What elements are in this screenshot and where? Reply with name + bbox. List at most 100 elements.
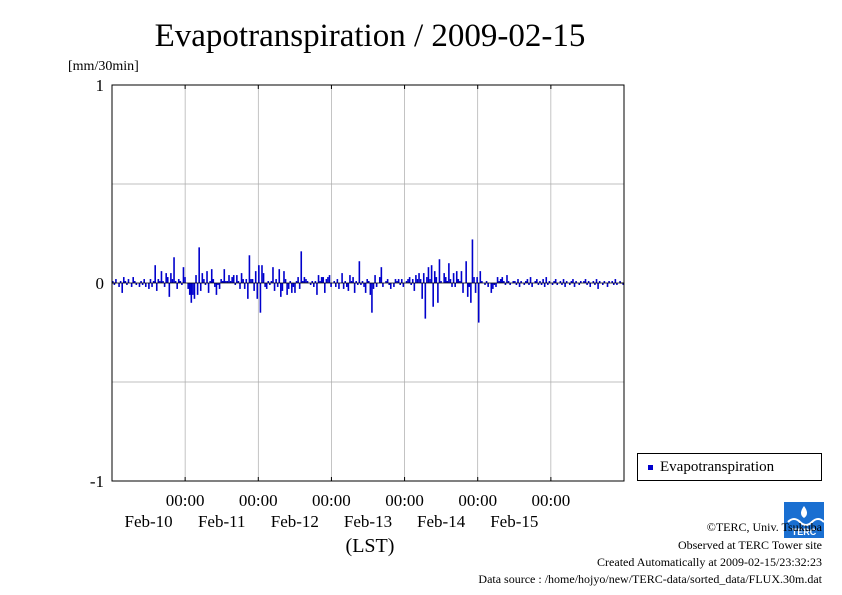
bar (451, 283, 453, 287)
bar (564, 283, 566, 287)
bar (231, 277, 233, 283)
bar (570, 281, 573, 283)
bar (400, 279, 403, 283)
credit-observed: Observed at TERC Tower site (677, 538, 822, 552)
bar (573, 283, 576, 287)
bar (366, 279, 369, 283)
bar (616, 283, 618, 285)
bar (313, 283, 315, 287)
bar (121, 283, 124, 293)
bar (462, 283, 464, 293)
bar (471, 239, 474, 283)
bar (587, 281, 590, 283)
bar (320, 277, 323, 283)
bar (399, 283, 401, 285)
bar (536, 279, 538, 283)
bar (122, 277, 125, 283)
legend: Evapotranspiration (637, 453, 822, 481)
bar (281, 283, 284, 291)
bar (259, 283, 262, 313)
bar (385, 281, 387, 283)
bar (209, 281, 211, 283)
bar (449, 279, 452, 283)
bar (273, 283, 276, 291)
bar (319, 281, 321, 283)
bar (234, 283, 237, 285)
bar (143, 279, 145, 283)
bar (132, 277, 134, 283)
bar (168, 283, 171, 297)
bar (529, 277, 532, 283)
bar (298, 283, 301, 289)
bar (305, 279, 307, 283)
bar (407, 279, 409, 283)
bar (578, 283, 581, 285)
bar (506, 275, 508, 283)
bar (580, 281, 582, 283)
bar (265, 283, 268, 289)
chart-title: Evapotranspiration / 2009-02-15 (155, 18, 586, 54)
bar (243, 283, 246, 289)
bar (206, 271, 208, 283)
bar (204, 283, 207, 285)
bar (602, 283, 604, 285)
bar (223, 269, 226, 283)
bar (592, 281, 595, 283)
bar (149, 279, 152, 283)
bar (595, 279, 598, 283)
bar (322, 277, 325, 283)
bar (179, 281, 182, 283)
bar (556, 283, 559, 285)
bar (584, 279, 587, 283)
bar (199, 283, 202, 291)
bar (170, 273, 172, 283)
bar (371, 283, 373, 313)
bar (283, 271, 285, 283)
bar (177, 279, 180, 283)
y-tick-labels: 1 0 -1 (90, 76, 624, 491)
bar (250, 279, 252, 283)
bar (240, 273, 243, 283)
x-axis-label: (LST) (346, 535, 395, 557)
bar (518, 283, 521, 287)
bar (421, 283, 423, 299)
bar (232, 275, 235, 283)
bar (429, 279, 431, 283)
bar (378, 277, 381, 283)
bar (586, 283, 588, 285)
bar (484, 283, 486, 285)
bar (124, 281, 127, 283)
bar (509, 283, 511, 285)
bar (553, 281, 555, 283)
bar (352, 277, 354, 283)
bar (468, 283, 471, 287)
bar (225, 281, 227, 283)
bar (455, 271, 458, 283)
x-tick-time-label: 00:00 (166, 491, 205, 510)
bar (346, 283, 348, 287)
bar (389, 283, 392, 289)
bar (258, 265, 260, 283)
bar (619, 281, 621, 283)
bar (276, 283, 279, 287)
bar (551, 283, 554, 285)
bar (493, 283, 496, 285)
bar (419, 279, 422, 283)
bar (575, 281, 577, 283)
bar (540, 283, 543, 285)
bar (306, 281, 309, 283)
bar (426, 277, 428, 283)
bar (432, 283, 434, 307)
bar (531, 283, 533, 287)
credit-source: Data source : /home/hojyo/new/TERC-data/… (478, 572, 822, 586)
bar (127, 279, 130, 283)
bar (261, 265, 263, 283)
bar (154, 265, 156, 283)
bar (561, 283, 563, 285)
x-tick-date-label: Feb-11 (198, 512, 246, 531)
x-tick-date-label: Feb-13 (344, 512, 392, 531)
x-tick-labels: 00:00 Feb-10 00:00 Feb-11 00:00 Feb-12 00:00 Fe… (124, 85, 570, 531)
bar (195, 275, 197, 283)
bar (382, 283, 384, 287)
